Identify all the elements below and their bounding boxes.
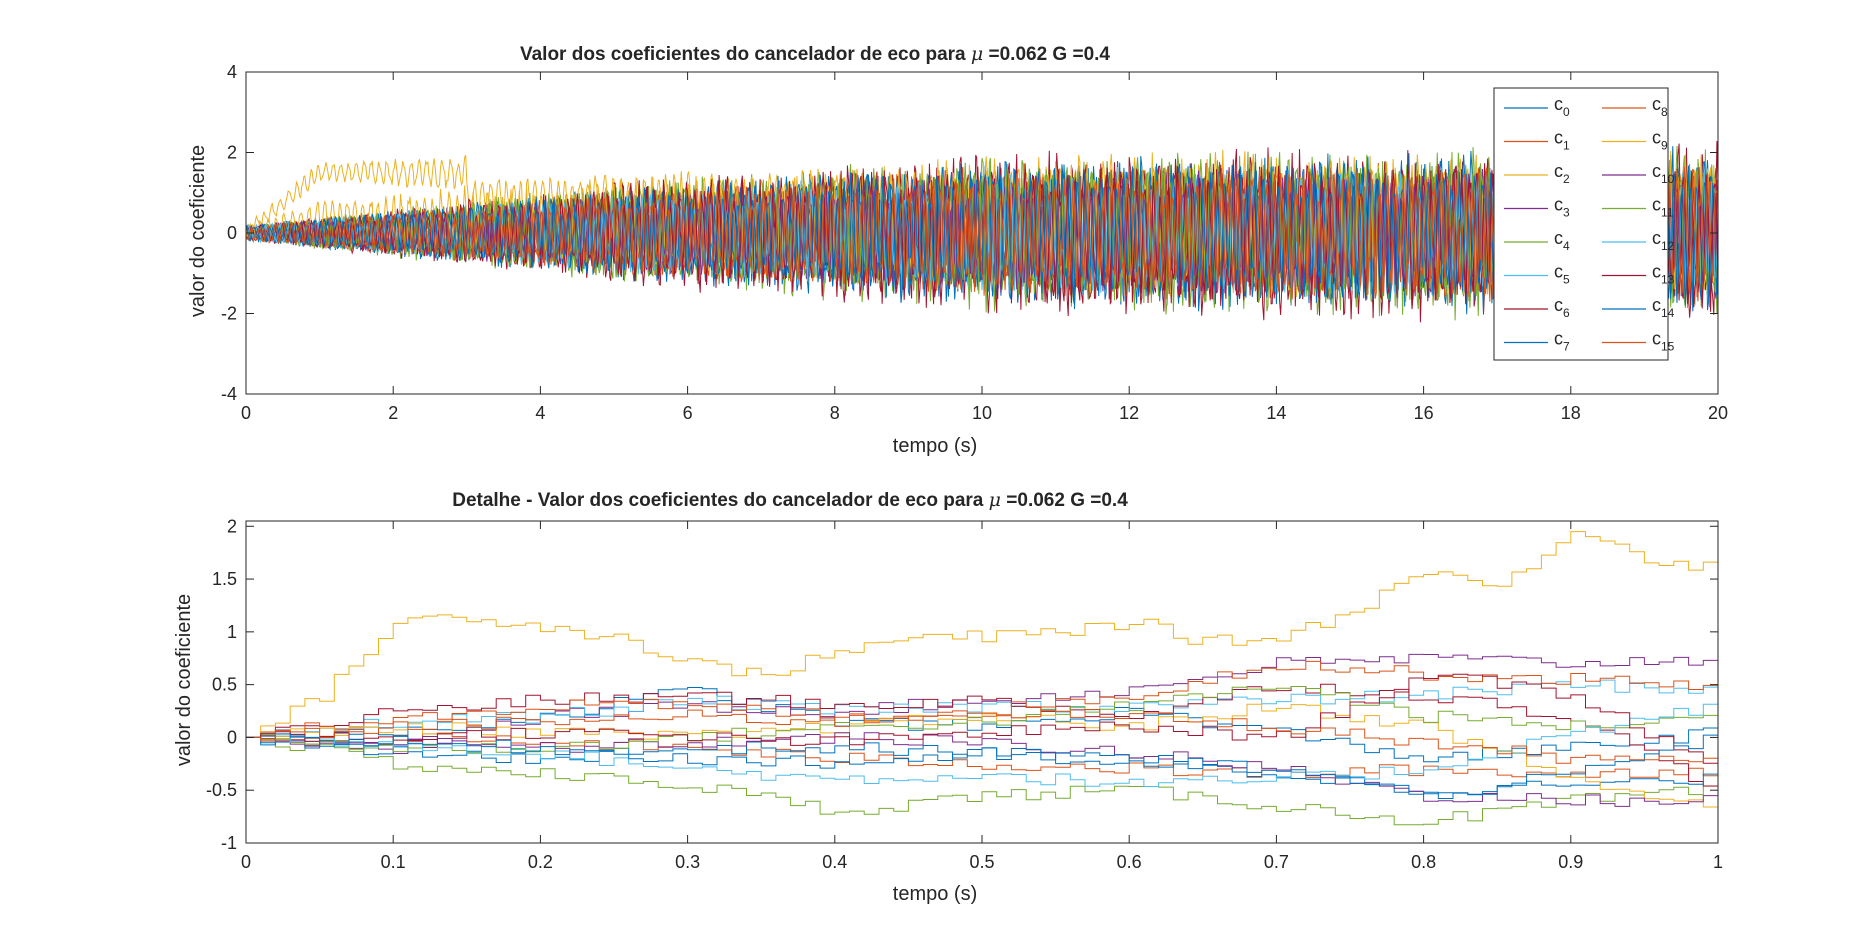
- y-tick-label: 0: [227, 223, 237, 243]
- series-line-c5: [246, 679, 1718, 738]
- legend-label-c8: c8: [1652, 94, 1668, 119]
- x-tick-label: 0: [241, 852, 251, 872]
- x-tick-label: 0.7: [1264, 852, 1289, 872]
- y-tick-label: -1: [221, 833, 237, 853]
- legend-label-c2: c2: [1554, 161, 1570, 186]
- x-tick-label: 2: [388, 403, 398, 423]
- top-plot-area: [246, 140, 1718, 323]
- top-plot-xlabel: tempo (s): [893, 435, 977, 457]
- series-line-c13: [246, 673, 1718, 772]
- x-tick-label: 18: [1561, 403, 1581, 423]
- x-tick-label: 20: [1708, 403, 1728, 423]
- legend-label-c0: c0: [1554, 94, 1570, 119]
- x-tick-label: 0.2: [528, 852, 553, 872]
- legend-box: [1493, 87, 1669, 361]
- bottom-plot: Detalhe - Valor dos coeficientes do canc…: [173, 489, 1723, 905]
- legend-label-c14: c14: [1652, 295, 1675, 320]
- x-tick-label: 0.1: [381, 852, 406, 872]
- series-line-c15: [246, 163, 1718, 302]
- series-line-c9: [246, 703, 1718, 809]
- bottom-plot-xlabel: tempo (s): [893, 883, 977, 905]
- y-tick-label: 0: [227, 727, 237, 747]
- series-line-c6: [246, 683, 1718, 787]
- x-tick-label: 6: [683, 403, 693, 423]
- legend-label-c11: c11: [1652, 195, 1674, 220]
- series-line-c4: [246, 736, 1718, 826]
- top-plot-ticks: 0 2 4 6 8 10 12 14 16 18 20 -4 -2 0 2 4: [221, 62, 1728, 423]
- y-tick-label: 1: [227, 622, 237, 642]
- x-tick-label: 0.6: [1117, 852, 1142, 872]
- x-tick-label: 12: [1119, 403, 1139, 423]
- x-tick-label: 0.9: [1558, 852, 1583, 872]
- series-line-c12: [246, 703, 1718, 787]
- y-tick-label: 1.5: [212, 569, 237, 589]
- x-tick-label: 4: [535, 403, 545, 423]
- bottom-plot-title: Detalhe - Valor dos coeficientes do canc…: [452, 489, 1128, 511]
- series-line-c2: [246, 531, 1718, 738]
- y-tick-label: 4: [227, 62, 237, 82]
- legend-label-c6: c6: [1554, 295, 1570, 320]
- legend: c0 c1 c2 c3 c4 c5 c6 c7 c8 c9 c10 c11 c12 c13 c14 c15: [1493, 87, 1675, 361]
- y-tick-label: 2: [227, 516, 237, 536]
- x-tick-label: 16: [1414, 403, 1434, 423]
- legend-label-c7: c7: [1554, 329, 1570, 354]
- x-tick-label: 0: [241, 403, 251, 423]
- bottom-plot-ticks: 0 0.1 0.2 0.3 0.4 0.5 0.6 0.7 0.8 0.9 1 -1 -0.5 0 0.5 1…: [206, 516, 1723, 872]
- y-tick-label: -2: [221, 304, 237, 324]
- legend-label-c1: c1: [1554, 128, 1570, 153]
- y-tick-label: -4: [221, 384, 237, 404]
- x-tick-label: 0.4: [822, 852, 847, 872]
- y-tick-label: -0.5: [206, 780, 237, 800]
- series-line-c15: [246, 706, 1718, 764]
- x-tick-label: 8: [830, 403, 840, 423]
- series-line-c14: [246, 733, 1718, 799]
- legend-label-c4: c4: [1554, 228, 1570, 253]
- bottom-plot-ylabel: valor do coeficiente: [173, 594, 195, 766]
- legend-label-c3: c3: [1554, 195, 1570, 220]
- series-line-c14: [246, 159, 1718, 307]
- y-tick-label: 2: [227, 143, 237, 163]
- legend-label-c9: c9: [1652, 128, 1668, 153]
- legend-label-c10: c10: [1652, 161, 1675, 186]
- x-tick-label: 0.5: [969, 852, 994, 872]
- legend-label-c12: c12: [1652, 228, 1675, 253]
- top-plot-title: Valor dos coeficientes do cancelador de …: [520, 43, 1110, 65]
- bottom-plot-area: [246, 531, 1718, 826]
- series-line-c10: [246, 732, 1718, 807]
- top-plot-ylabel: valor do coeficiente: [187, 145, 209, 317]
- y-tick-label: 0.5: [212, 675, 237, 695]
- x-tick-label: 1: [1713, 852, 1723, 872]
- x-tick-label: 0.8: [1411, 852, 1436, 872]
- x-tick-label: 0.3: [675, 852, 700, 872]
- x-tick-label: 14: [1266, 403, 1286, 423]
- legend-label-c5: c5: [1554, 262, 1570, 287]
- x-tick-label: 10: [972, 403, 992, 423]
- top-plot: Valor dos coeficientes do cancelador de …: [187, 43, 1728, 457]
- legend-label-c15: c15: [1652, 329, 1675, 354]
- legend-label-c13: c13: [1652, 262, 1675, 287]
